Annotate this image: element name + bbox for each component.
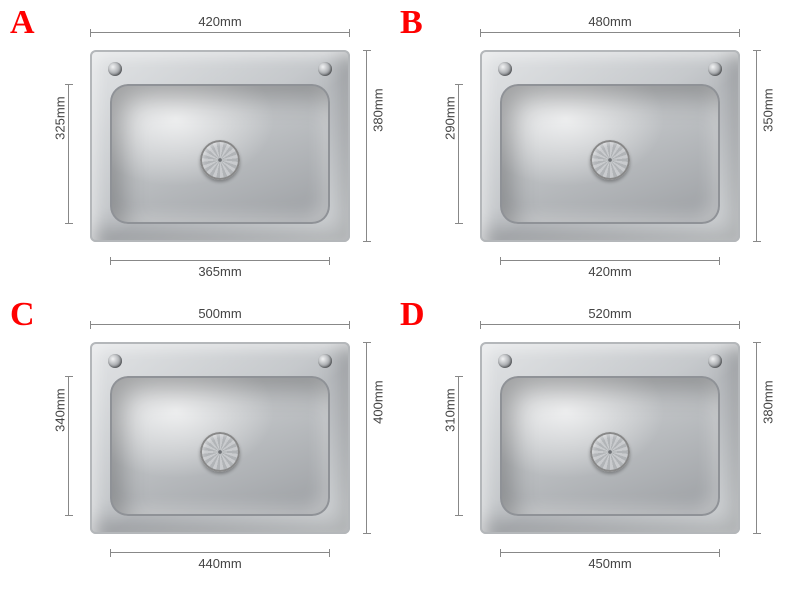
right-dim-line	[366, 50, 367, 242]
drain-icon	[200, 140, 240, 180]
drain-icon	[590, 140, 630, 180]
left-dim-line	[68, 376, 69, 516]
outer-width-label: 500mm	[198, 306, 241, 321]
inner-width-label: 450mm	[588, 556, 631, 571]
inner-height-label: 325mm	[53, 96, 68, 139]
bottom-dim-line	[110, 260, 330, 261]
outer-height-label: 380mm	[371, 88, 386, 131]
right-dim-line	[756, 342, 757, 534]
sink-option-c: C500mm440mm340mm400mm	[10, 300, 390, 590]
sink-basin	[110, 376, 330, 516]
top-dim-line	[90, 32, 350, 33]
faucet-hole-right	[708, 354, 722, 368]
bottom-dim-line	[500, 552, 720, 553]
sink-outer	[90, 342, 350, 534]
faucet-hole-right	[318, 354, 332, 368]
faucet-hole-right	[318, 62, 332, 76]
option-letter: C	[10, 296, 35, 334]
inner-width-label: 420mm	[588, 264, 631, 279]
faucet-hole-left	[108, 62, 122, 76]
outer-height-label: 350mm	[761, 88, 776, 131]
outer-height-label: 400mm	[371, 380, 386, 423]
bottom-dim-line	[500, 260, 720, 261]
faucet-hole-left	[108, 354, 122, 368]
option-letter: A	[10, 4, 35, 42]
sink-option-b: B480mm420mm290mm350mm	[400, 8, 780, 288]
left-dim-line	[68, 84, 69, 224]
right-dim-line	[366, 342, 367, 534]
left-dim-line	[458, 376, 459, 516]
outer-width-label: 520mm	[588, 306, 631, 321]
inner-height-label: 290mm	[443, 96, 458, 139]
inner-width-label: 440mm	[198, 556, 241, 571]
option-letter: D	[400, 296, 425, 334]
option-letter: B	[400, 4, 423, 42]
top-dim-line	[480, 32, 740, 33]
sink-outer	[480, 50, 740, 242]
sink-basin	[500, 84, 720, 224]
sink-option-a: A420mm365mm325mm380mm	[10, 8, 390, 288]
right-dim-line	[756, 50, 757, 242]
inner-width-label: 365mm	[198, 264, 241, 279]
sink-basin	[500, 376, 720, 516]
top-dim-line	[90, 324, 350, 325]
inner-height-label: 340mm	[53, 388, 68, 431]
sink-outer	[90, 50, 350, 242]
drain-icon	[590, 432, 630, 472]
inner-height-label: 310mm	[443, 388, 458, 431]
left-dim-line	[458, 84, 459, 224]
sink-outer	[480, 342, 740, 534]
faucet-hole-left	[498, 354, 512, 368]
sink-option-d: D520mm450mm310mm380mm	[400, 300, 780, 590]
drain-icon	[200, 432, 240, 472]
outer-width-label: 480mm	[588, 14, 631, 29]
page: A 420mm 365mm 325mm 380mm B 480mm 420mm 290mm 350…	[0, 0, 790, 599]
faucet-hole-left	[498, 62, 512, 76]
top-dim-line	[480, 324, 740, 325]
bottom-dim-line	[110, 552, 330, 553]
outer-width-label: 420mm	[198, 14, 241, 29]
faucet-hole-right	[708, 62, 722, 76]
outer-height-label: 380mm	[761, 380, 776, 423]
sink-basin	[110, 84, 330, 224]
